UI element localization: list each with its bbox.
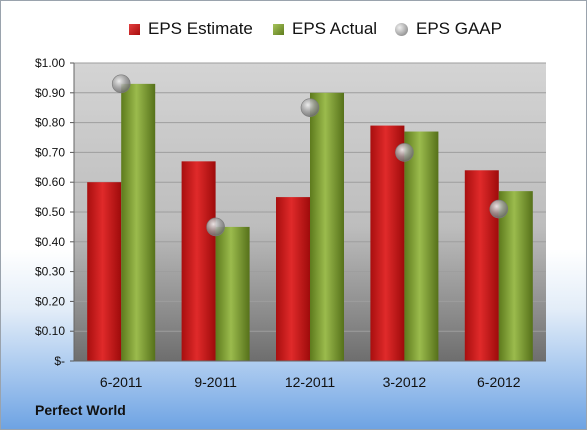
x-tick-label: 6-2012	[477, 374, 521, 390]
legend-item-estimate: EPS Estimate	[129, 15, 253, 43]
bar-eps-estimate	[276, 197, 310, 361]
legend-item-actual: EPS Actual	[273, 15, 377, 43]
bar-eps-estimate	[181, 161, 216, 361]
y-tick-label: $-	[54, 354, 65, 368]
marker-eps-gaap	[395, 143, 414, 162]
marker-eps-gaap	[489, 199, 509, 219]
x-tick-label: 3-2012	[383, 374, 427, 390]
y-tick-label: $0.90	[35, 86, 65, 100]
legend-swatch-actual	[273, 23, 284, 35]
marker-eps-gaap	[206, 217, 225, 237]
y-tick-label: $1.00	[35, 56, 65, 70]
y-tick-label: $0.20	[35, 294, 65, 308]
legend-swatch-gaap	[395, 22, 408, 36]
bar-eps-actual	[121, 83, 156, 362]
bar-eps-actual	[404, 131, 439, 361]
y-tick-label: $0.80	[35, 116, 65, 130]
legend-label-estimate: EPS Estimate	[148, 19, 253, 38]
bar-eps-estimate	[370, 125, 405, 361]
bar-eps-actual	[215, 226, 250, 361]
bar-eps-actual	[498, 191, 533, 361]
y-tick-label: $0.60	[35, 175, 65, 189]
bar-eps-actual	[310, 92, 344, 362]
x-tick-label: 6-2011	[100, 374, 143, 390]
legend-label-actual: EPS Actual	[292, 19, 378, 38]
marker-eps-gaap	[300, 98, 320, 117]
marker-eps-gaap	[111, 74, 131, 94]
company-name: Perfect World	[35, 402, 126, 418]
bar-eps-estimate	[87, 182, 122, 361]
bar-eps-estimate	[464, 170, 499, 361]
legend-label-gaap: EPS GAAP	[416, 19, 502, 38]
legend: EPS Estimate EPS Actual EPS GAAP	[1, 15, 586, 43]
x-tick-label: 9-2011	[194, 374, 237, 390]
legend-item-gaap: EPS GAAP	[395, 15, 502, 43]
y-tick-label: $0.40	[35, 235, 65, 249]
y-tick-label: $0.10	[35, 324, 65, 338]
y-tick-label: $0.30	[35, 265, 65, 279]
legend-swatch-estimate	[129, 23, 140, 35]
y-tick-label: $0.70	[35, 145, 65, 159]
y-tick-label: $0.50	[35, 205, 65, 219]
x-tick-label: 12-2011	[285, 374, 336, 390]
